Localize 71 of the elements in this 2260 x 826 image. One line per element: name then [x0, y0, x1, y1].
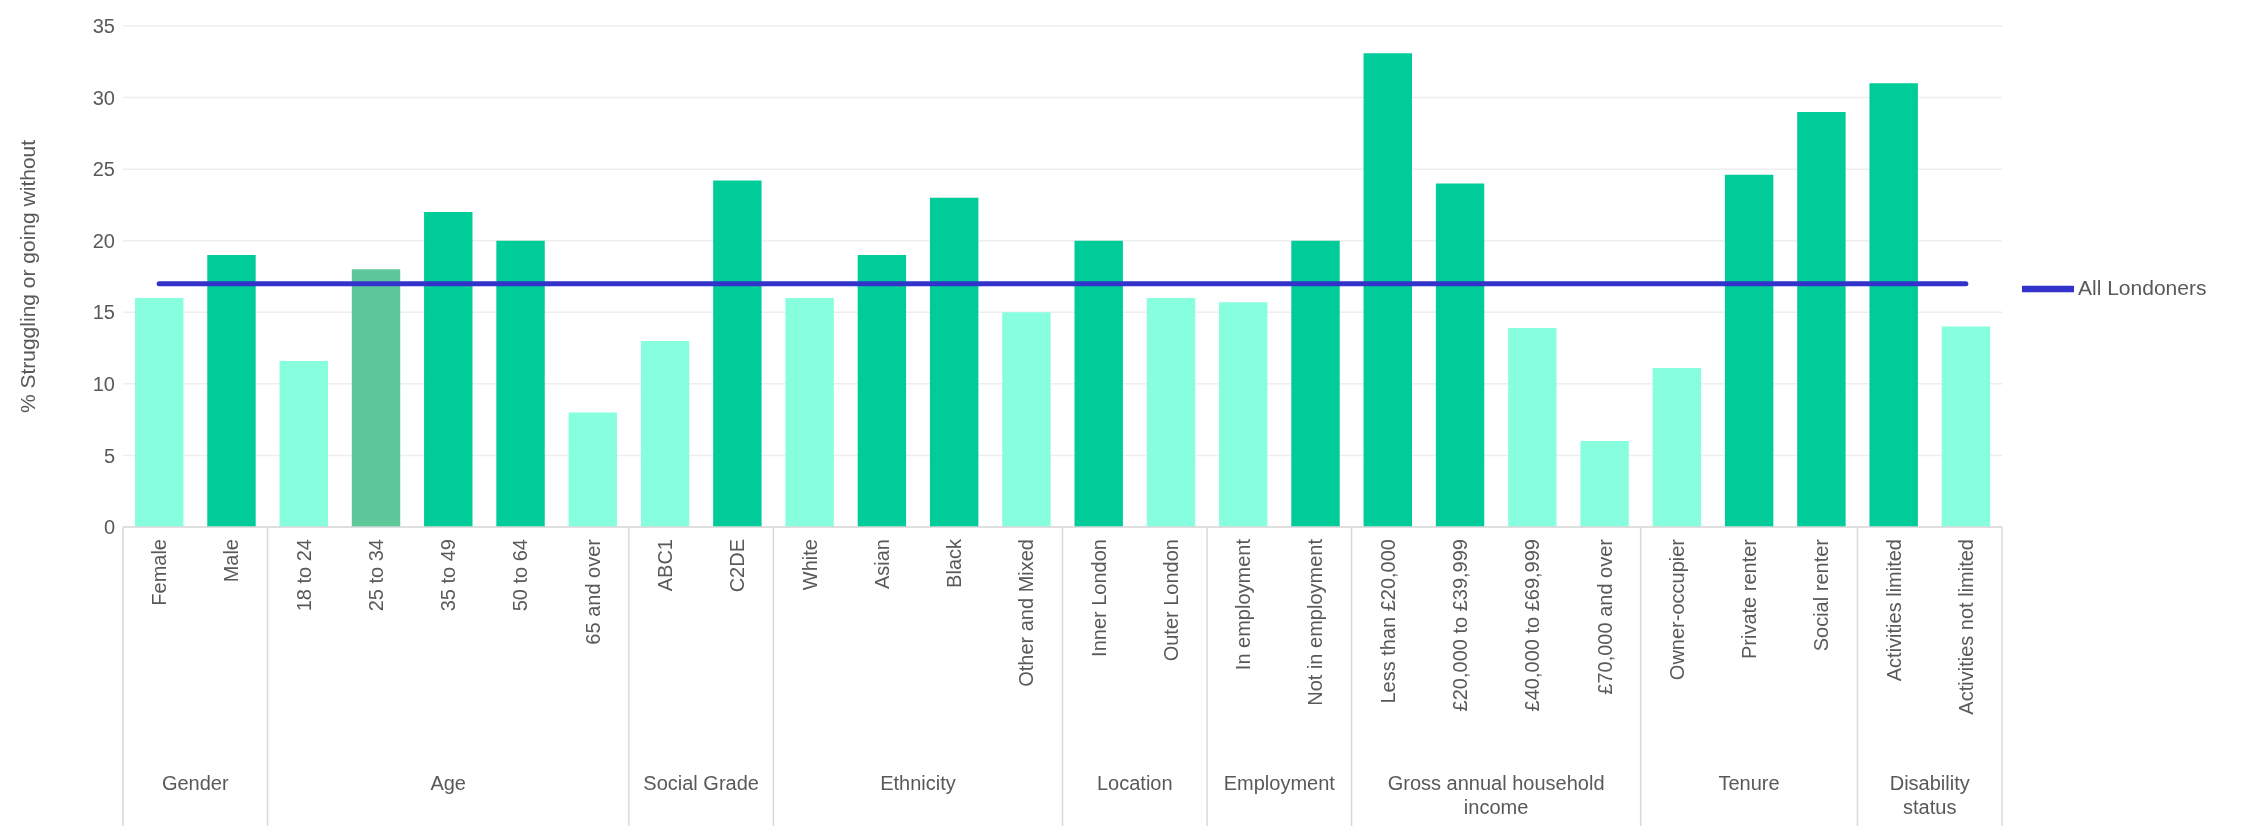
- bar: [857, 255, 907, 527]
- x-tick-label: Asian: [870, 539, 893, 590]
- bar: [1652, 368, 1702, 527]
- x-tick-label: Private renter: [1738, 538, 1761, 660]
- bar: [1941, 326, 1991, 527]
- bar: [207, 255, 256, 527]
- x-tick-label: Inner London: [1087, 539, 1110, 657]
- y-tick-label: 25: [92, 158, 115, 181]
- x-tick-label: Female: [148, 539, 171, 606]
- y-tick-label: 10: [92, 372, 115, 395]
- x-tick-label: Not in employment: [1304, 538, 1327, 706]
- bar: [713, 180, 762, 527]
- x-tick-label: Owner-occupier: [1665, 538, 1688, 681]
- x-tick-label: White: [798, 539, 821, 591]
- bar: [1869, 83, 1918, 527]
- y-tick-label: 0: [103, 516, 115, 539]
- bar: [1219, 302, 1268, 527]
- bar: [1146, 297, 1196, 527]
- text: Age: [430, 772, 467, 794]
- bar: [640, 340, 690, 527]
- x-tick-label: Outer London: [1159, 539, 1182, 662]
- text: Employment: [1223, 772, 1336, 794]
- x-tick-label: £20,000 to £39,999: [1448, 539, 1471, 712]
- bar: [351, 269, 401, 527]
- x-tick-label: 65 and over: [581, 538, 604, 645]
- bar: [1580, 441, 1629, 527]
- bar: [496, 240, 545, 527]
- legend-label: All Londoners: [2078, 275, 2207, 299]
- x-tick-label: C2DE: [726, 539, 749, 593]
- x-tick-label: 35 to 49: [437, 539, 460, 612]
- bar: [1724, 174, 1774, 527]
- x-tick-label: Male: [220, 539, 243, 583]
- x-tick-label: Less than £20,000: [1376, 539, 1399, 704]
- text: Social Grade: [643, 772, 759, 794]
- y-axis-title: % Struggling or going without: [16, 139, 40, 414]
- x-tick-label: Activities limited: [1882, 539, 1905, 682]
- bar: [929, 197, 979, 527]
- bar: [1797, 111, 1846, 527]
- x-tick-label: Other and Mixed: [1015, 539, 1038, 687]
- y-tick-label: 5: [103, 444, 115, 467]
- x-tick-label: ABC1: [654, 539, 677, 592]
- bar: [568, 412, 618, 527]
- y-tick-label: 15: [92, 301, 115, 324]
- x-tick-label: Activities not limited: [1954, 539, 1977, 715]
- bar: [279, 360, 328, 527]
- text: Disability status: [1889, 772, 1970, 818]
- x-tick-label: 18 to 24: [292, 539, 315, 612]
- text: Tenure: [1718, 772, 1780, 794]
- bar: [424, 212, 473, 527]
- bar: [1363, 53, 1412, 527]
- bar: [135, 297, 184, 527]
- bar: [1002, 312, 1051, 527]
- bar: [1435, 183, 1485, 527]
- text: Location: [1096, 772, 1173, 794]
- bar: [785, 297, 834, 527]
- x-tick-label: In employment: [1232, 538, 1255, 671]
- text: Gender: [161, 772, 229, 794]
- y-tick-label: 30: [92, 86, 115, 109]
- x-tick-label: Black: [943, 538, 966, 588]
- y-tick-label: 35: [92, 15, 115, 38]
- x-tick-label: 25 to 34: [364, 539, 387, 612]
- text: Ethnicity: [880, 772, 956, 794]
- x-tick-label: £40,000 to £69,999: [1521, 539, 1544, 712]
- bar: [1508, 328, 1557, 527]
- x-tick-label: Social renter: [1810, 538, 1833, 652]
- y-tick-label: 20: [92, 229, 115, 252]
- x-tick-label: 50 to 64: [509, 539, 532, 612]
- bar: [1291, 240, 1340, 527]
- bar: [1074, 240, 1123, 527]
- x-tick-label: £70,000 and over: [1593, 538, 1616, 695]
- text: Gross annual household income: [1387, 772, 1605, 818]
